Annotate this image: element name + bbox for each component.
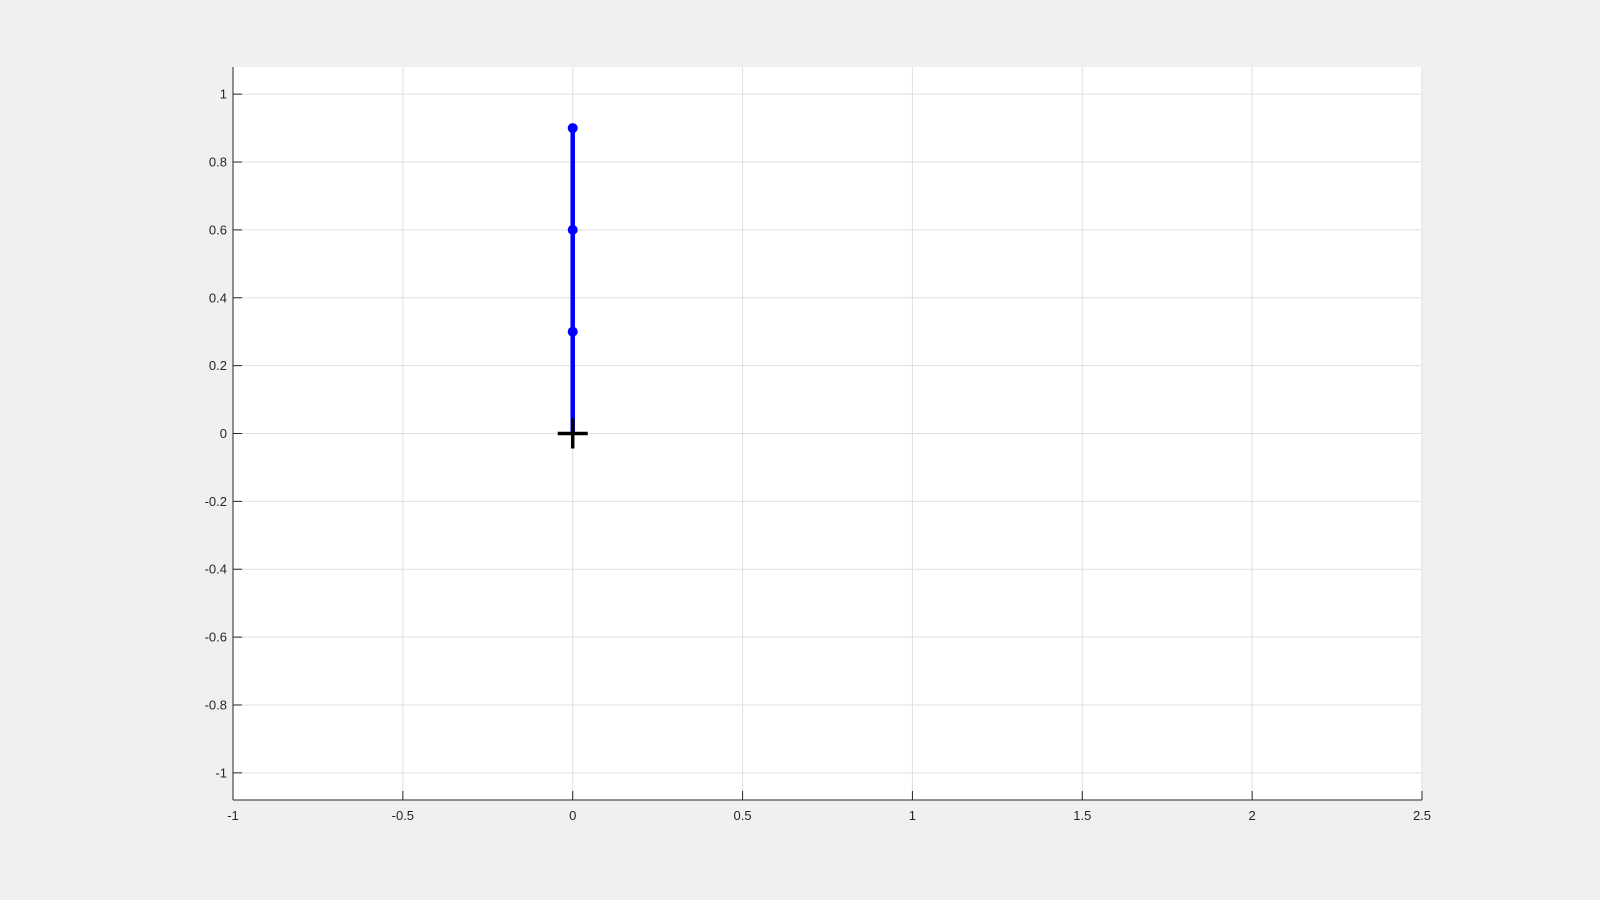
y-tick-label: -0.2	[205, 494, 227, 509]
y-tick-label: -0.6	[205, 630, 227, 645]
y-tick-label: 0.6	[209, 222, 227, 237]
series-layer	[567, 123, 578, 436]
x-tick-label: 1.5	[1073, 808, 1091, 823]
y-tick-label: -1	[215, 765, 227, 780]
x-tick-label: 0.5	[734, 808, 752, 823]
y-tick-label: 0	[220, 426, 227, 441]
y-tick-label: 0.2	[209, 358, 227, 373]
x-tick-label: -0.5	[392, 808, 414, 823]
x-tick-label: 0	[569, 808, 576, 823]
y-tick-label: 0.8	[209, 155, 227, 170]
y-tick-label: 1	[220, 87, 227, 102]
x-tick-label: -1	[227, 808, 239, 823]
x-tick-label: 2	[1249, 808, 1256, 823]
plus-marker	[557, 418, 588, 449]
y-ticks: -1 -0.8 -0.6 -0.4 -0.2 0 0.2 0.4 0.6 0.8 1	[205, 87, 242, 780]
data-point	[567, 326, 578, 337]
data-point	[567, 123, 578, 134]
y-grid	[233, 93, 1422, 774]
y-tick-label: -0.4	[205, 562, 227, 577]
x-ticks: -1 -0.5 0 0.5 1 1.5 2 2.5	[227, 791, 1431, 823]
y-tick-label: -0.8	[205, 697, 227, 712]
x-tick-label: 1	[909, 808, 916, 823]
x-tick-label: 2.5	[1413, 808, 1431, 823]
marker-layer	[557, 418, 588, 449]
y-tick-label: 0.4	[209, 290, 227, 305]
data-point	[567, 224, 578, 235]
